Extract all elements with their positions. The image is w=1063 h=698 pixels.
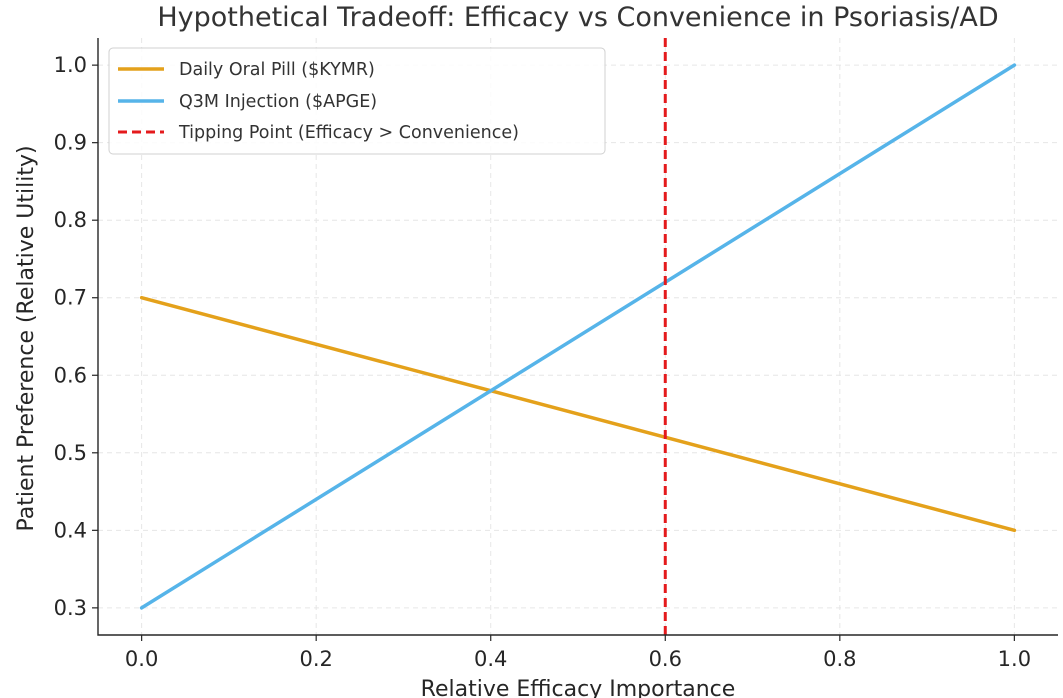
plot-series	[139, 38, 1017, 635]
legend-box	[108, 47, 606, 155]
legend-label-oral-pill: Daily Oral Pill ($KYMR)	[179, 60, 375, 80]
x-tick-label: 0.8	[823, 647, 856, 671]
y-tick-label: 0.9	[54, 131, 87, 155]
y-tick-label: 0.3	[54, 596, 87, 620]
x-tick-label: 0.2	[299, 647, 332, 671]
y-tick-label: 0.8	[54, 208, 87, 232]
y-tick-label: 0.4	[54, 518, 87, 542]
legend-label-tipping-point: Tipping Point (Efficacy > Convenience)	[178, 123, 519, 143]
legend-label-injection: Q3M Injection ($APGE)	[179, 92, 377, 112]
y-tick-label: 0.6	[54, 363, 87, 387]
y-axis-label: Patient Preference (Relative Utility)	[14, 145, 39, 531]
y-tick-label: 1.0	[54, 53, 87, 77]
chart-title: Hypothetical Tradeoff: Efficacy vs Conve…	[157, 2, 998, 33]
y-tick-label: 0.5	[54, 441, 87, 465]
series-line-oral-pill	[139, 295, 1017, 533]
axis-spines	[97, 38, 1058, 636]
y-tick-label: 0.7	[54, 286, 87, 310]
x-tick-label: 0.4	[474, 647, 507, 671]
x-axis-label: Relative Efficacy Importance	[421, 677, 736, 698]
legend: Daily Oral Pill ($KYMR) Q3M Injection ($…	[108, 47, 606, 155]
x-tick-label: 0.6	[649, 647, 682, 671]
x-tick-label: 0.0	[125, 647, 158, 671]
series-line-injection	[139, 63, 1017, 610]
x-tick-label: 1.0	[998, 647, 1031, 671]
axes: 0.0 0.2 0.4 0.6 0.8 1.0 0.3 0.4 0.5 0.6 0.7 0.8 0.9 1…	[54, 38, 1058, 671]
